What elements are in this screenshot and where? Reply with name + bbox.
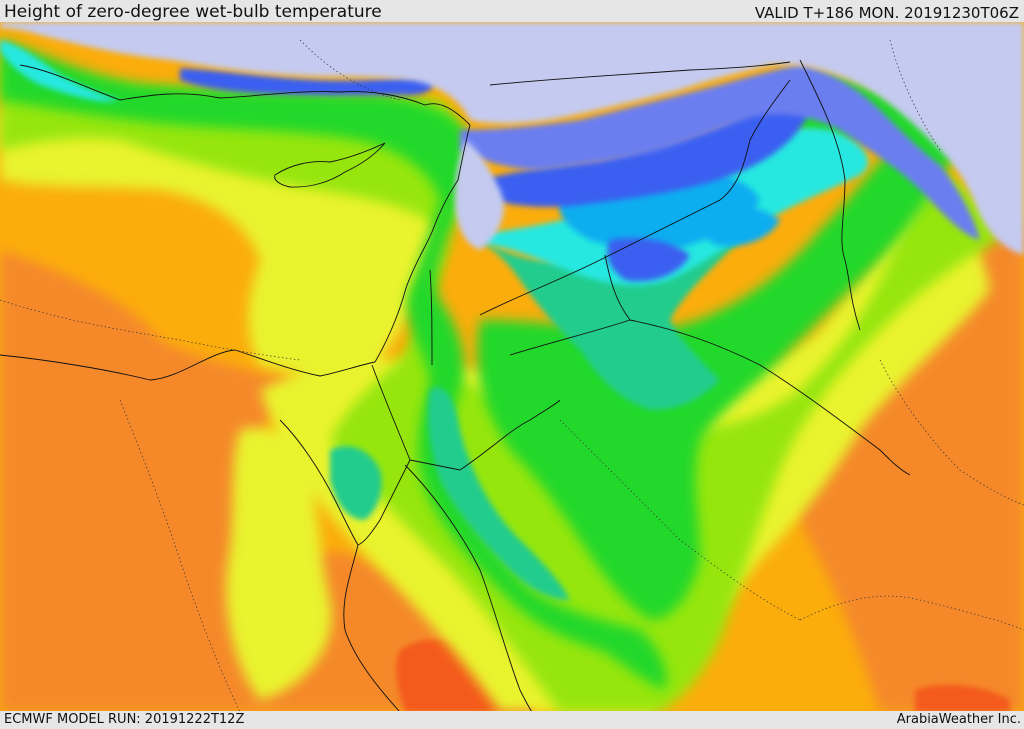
dotted-boundary-1 <box>0 299 301 361</box>
teal-band-sinai <box>330 446 382 520</box>
valid-time: VALID T+186 MON. 20191230T06Z <box>754 4 1019 22</box>
gulf-of-suez <box>279 419 359 546</box>
border-jordan-iraq <box>509 319 631 356</box>
border-syria-iraq <box>479 79 791 316</box>
lime-band-north <box>0 60 1000 712</box>
dotted-boundary-5 <box>879 359 1024 506</box>
red-sea-east-coast <box>404 464 533 713</box>
dotted-boundary-7 <box>889 39 941 151</box>
persian-gulf-coast <box>799 59 861 331</box>
green-band-med-coast <box>0 40 667 690</box>
blue-band-syria-iraq <box>480 85 811 207</box>
cyprus-outline <box>274 142 386 188</box>
blue-band-mediterranean-coast <box>180 68 434 96</box>
brand-label: ArabiaWeather Inc. <box>896 712 1021 727</box>
blue-band-iraq-south <box>607 238 690 282</box>
map-header: Height of zero-degree wet-bulb temperatu… <box>0 0 1024 22</box>
border-egypt-israel <box>371 364 411 461</box>
teal-band-west-coast <box>428 387 570 600</box>
sky-band-iraq <box>698 204 780 247</box>
model-run-label: ECMWF MODEL RUN: 20191222T12Z <box>4 712 245 727</box>
lavender-band-turkey-south <box>455 140 504 250</box>
red-sea-west-coast <box>343 544 401 713</box>
dotted-boundary-4 <box>799 595 1024 631</box>
border-jordan-saudi <box>409 399 561 471</box>
dead-sea-jordan <box>429 269 433 366</box>
border-turkey-syria <box>489 61 791 86</box>
egypt-med-coast <box>0 349 376 381</box>
dark-orange-band-egypt-north <box>31 351 180 413</box>
cyan-band-med-east <box>0 40 120 102</box>
border-syria-jordan <box>604 254 631 321</box>
map-title: Height of zero-degree wet-bulb temperatu… <box>4 2 382 22</box>
dotted-boundary-2 <box>119 399 241 713</box>
periwinkle-band <box>460 65 980 240</box>
gulf-of-aqaba <box>357 459 411 546</box>
map-footer: ECMWF MODEL RUN: 20191222T12Z ArabiaWeat… <box>0 711 1024 729</box>
dotted-boundary-6 <box>299 39 401 101</box>
lavender-band-north <box>0 22 1024 255</box>
red-hotspot-east <box>915 684 1010 712</box>
minor-boundary-lines <box>0 39 1024 713</box>
levant-coast <box>374 124 471 363</box>
yellow-band-sinai <box>226 427 332 700</box>
boundary-lines <box>0 59 911 713</box>
contour-fill-layer <box>0 22 1024 712</box>
border-saudi-iraq <box>629 319 911 476</box>
turkey-south-coast <box>19 64 471 126</box>
